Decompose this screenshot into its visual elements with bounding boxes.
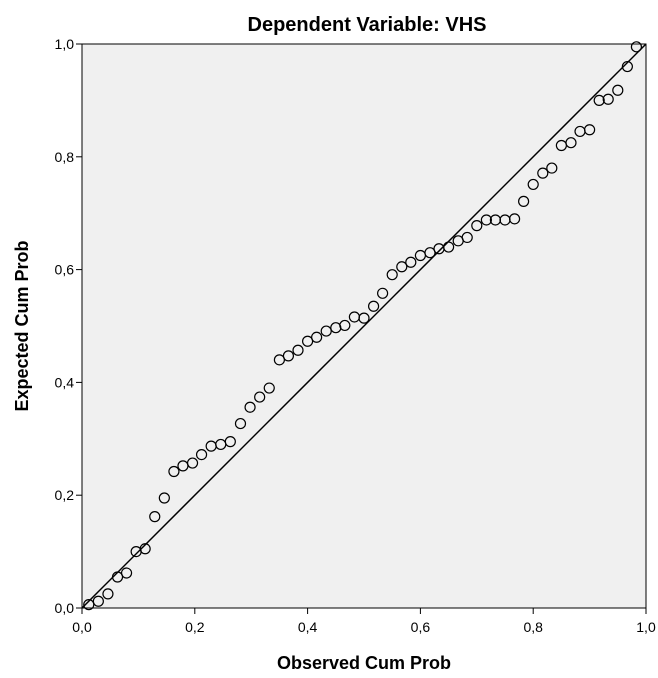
x-tick-label: 0,8 — [523, 619, 543, 635]
x-tick-label: 0,4 — [298, 619, 318, 635]
y-tick-label: 0,8 — [55, 149, 75, 165]
data-point — [405, 256, 417, 268]
data-point — [234, 417, 247, 430]
data-point — [320, 325, 332, 337]
data-point — [593, 94, 605, 107]
data-point — [583, 124, 596, 136]
data-point — [149, 511, 161, 523]
data-point — [377, 287, 389, 299]
data-point — [195, 448, 208, 461]
data-point — [367, 300, 380, 312]
data-point — [102, 588, 114, 600]
x-tick-label: 0,6 — [411, 619, 431, 635]
y-tick-label: 0,0 — [55, 600, 75, 616]
data-point — [244, 401, 256, 413]
data-point — [461, 231, 473, 244]
y-tick-label: 1,0 — [55, 36, 75, 52]
data-point — [83, 599, 95, 611]
data-point — [120, 567, 133, 579]
data-point — [396, 261, 408, 273]
y-axis-label: Expected Cum Prob — [12, 240, 32, 411]
data-point — [546, 162, 558, 174]
y-tick-label: 0,6 — [55, 262, 75, 278]
data-point — [111, 571, 124, 583]
data-point — [518, 195, 530, 207]
data-point — [292, 344, 304, 356]
x-tick-label: 1,0 — [636, 619, 656, 635]
data-point — [186, 457, 199, 469]
data-point — [273, 354, 285, 366]
data-point — [621, 60, 633, 73]
data-point — [537, 167, 549, 179]
y-axis: 0,0 0,2 0,4 0,6 0,8 1,0 — [55, 36, 82, 616]
x-tick-label: 0,2 — [185, 619, 205, 635]
data-point — [224, 436, 236, 448]
data-point — [92, 595, 104, 607]
y-tick-label: 0,2 — [55, 487, 75, 503]
chart-title: Dependent Variable: VHS — [248, 14, 487, 36]
y-tick-label: 0,4 — [55, 374, 75, 390]
data-point — [302, 335, 314, 347]
data-point — [339, 319, 351, 332]
data-point — [282, 350, 295, 362]
data-point — [443, 241, 455, 253]
data-point — [565, 137, 577, 149]
x-axis-label: Observed Cum Prob — [277, 653, 451, 673]
data-point — [168, 465, 180, 478]
data-point — [480, 214, 492, 226]
data-point — [311, 331, 323, 343]
data-points — [83, 41, 643, 611]
data-point — [527, 178, 539, 191]
reference-line — [81, 43, 647, 609]
data-point — [424, 247, 436, 259]
data-point — [139, 543, 151, 555]
data-point — [263, 382, 275, 394]
data-point — [386, 269, 398, 281]
data-point — [602, 93, 614, 105]
data-point — [630, 41, 643, 53]
x-axis: 0,0 0,2 0,4 0,6 0,8 1,0 — [72, 608, 656, 635]
data-point — [612, 84, 624, 96]
x-tick-label: 0,0 — [72, 619, 92, 635]
data-point — [254, 391, 266, 403]
data-point — [158, 492, 170, 504]
data-point — [471, 220, 483, 232]
data-point — [508, 213, 521, 225]
data-point — [358, 312, 370, 324]
